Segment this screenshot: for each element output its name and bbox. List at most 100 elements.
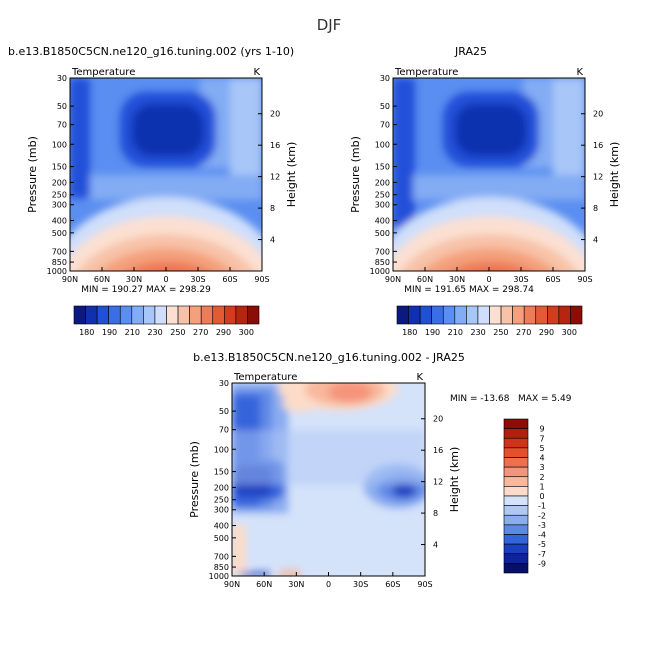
- min-max-stats: MIN = 191.65 MAX = 298.74: [404, 285, 534, 295]
- colorbar-label: 180: [79, 328, 94, 337]
- colorbar-swatch: [503, 437, 529, 449]
- colorbar-label: 230: [470, 328, 485, 337]
- x-tick-label: 60S: [222, 275, 237, 284]
- panel-2: 305070100150200250300400500700850100090N…: [349, 67, 621, 295]
- y-tick-label: 500: [214, 534, 229, 543]
- y-tick-label: 30: [380, 74, 390, 83]
- colorbar-swatch: [558, 305, 571, 325]
- y-tick-label: 400: [214, 522, 229, 531]
- colorbar-swatch: [503, 505, 529, 516]
- y-tick-label: 150: [375, 163, 390, 172]
- y-tick-label: 300: [214, 506, 229, 515]
- y-tick-label: 200: [214, 483, 229, 492]
- y-tick-label: 200: [52, 178, 67, 187]
- x-tick-label: 30N: [288, 580, 304, 589]
- colorbar-swatch: [570, 305, 583, 325]
- panel-1-colorbar: 180 190 210 230 250 270 290 300: [73, 305, 260, 337]
- colorbar-label: 1: [539, 482, 544, 491]
- colorbar-swatch: [503, 447, 529, 458]
- y-axis-label: Pressure (mb): [26, 136, 39, 213]
- colorbar-swatch: [466, 305, 479, 325]
- colorbar-label: 7: [539, 434, 544, 443]
- colorbar-swatch: [431, 305, 444, 325]
- y-tick-label: 400: [52, 217, 67, 226]
- colorbar-label: 0: [539, 492, 544, 501]
- colorbar-swatch: [73, 305, 86, 325]
- colorbar-swatch: [523, 305, 537, 325]
- colorbar-swatch: [454, 305, 467, 325]
- y-axis-label: Pressure (mb): [188, 441, 201, 518]
- y-tick-label: 850: [375, 258, 390, 267]
- colorbar-swatch: [503, 476, 529, 487]
- y2-tick-label: 4: [433, 541, 438, 550]
- y-tick-label: 400: [375, 217, 390, 226]
- colorbar-swatch: [503, 428, 529, 439]
- y2-tick-label: 4: [593, 236, 598, 245]
- panel-3-max-label: MAX = 5.49: [518, 394, 572, 404]
- colorbar-label: 250: [170, 328, 185, 337]
- y2-tick-label: 8: [433, 509, 438, 518]
- colorbar-swatch: [200, 305, 214, 325]
- y-tick-label: 70: [57, 121, 67, 130]
- colorbar-label: 210: [448, 328, 463, 337]
- y-tick-label: 250: [214, 496, 229, 505]
- colorbar-swatch: [177, 305, 190, 325]
- x-tick-label: 0: [326, 580, 331, 589]
- y2-tick-label: 20: [270, 110, 280, 119]
- colorbar-swatch: [154, 305, 167, 325]
- colorbar-label: 250: [493, 328, 508, 337]
- colorbar-swatch: [247, 305, 260, 325]
- colorbar-swatch: [96, 305, 109, 325]
- colorbar-label: 9: [539, 425, 544, 434]
- y2-axis-label: Height (km): [608, 142, 621, 208]
- panel-3-min-label: MIN = -13.68: [450, 394, 510, 404]
- y2-tick-label: 16: [593, 141, 603, 150]
- x-tick-label: 30N: [449, 275, 465, 284]
- y2-tick-label: 16: [270, 141, 280, 150]
- colorbar-label: 5: [539, 444, 544, 453]
- y-tick-label: 100: [52, 140, 67, 149]
- y-tick-label: 500: [52, 229, 67, 238]
- panel-3: 305070100150200250300400500700850100090N…: [188, 372, 461, 589]
- colorbar-swatch: [503, 418, 529, 429]
- y2-axis-label: Height (km): [285, 142, 298, 208]
- colorbar-label: 270: [516, 328, 531, 337]
- y-tick-label: 1000: [209, 572, 229, 581]
- colorbar-swatch: [512, 305, 525, 325]
- panel-3-title: b.e13.B1850C5CN.ne120_g16.tuning.002 - J…: [193, 351, 465, 364]
- colorbar-swatch: [503, 524, 529, 535]
- colorbar-swatch: [108, 305, 121, 325]
- colorbar-label: 290: [539, 328, 554, 337]
- colorbar-swatch: [224, 305, 237, 325]
- colorbar-label: 230: [147, 328, 162, 337]
- panel-1-title: b.e13.B1850C5CN.ne120_g16.tuning.002 (yr…: [8, 45, 295, 58]
- y2-tick-label: 12: [593, 173, 603, 182]
- colorbar-swatch: [408, 305, 421, 325]
- colorbar-swatch: [396, 305, 409, 325]
- colorbar-label: -4: [538, 531, 546, 540]
- colorbar-swatch: [131, 305, 144, 325]
- x-tick-label: 30N: [126, 275, 142, 284]
- y-tick-label: 250: [52, 191, 67, 200]
- y2-tick-label: 12: [433, 478, 443, 487]
- colorbar-label: -3: [538, 521, 546, 530]
- units-label: K: [253, 67, 260, 78]
- x-tick-label: 90N: [62, 275, 78, 284]
- y-tick-label: 150: [214, 468, 229, 477]
- colorbar-label: -7: [538, 550, 546, 559]
- x-tick-label: 0: [163, 275, 168, 284]
- y-tick-label: 50: [380, 102, 390, 111]
- y-tick-label: 100: [214, 445, 229, 454]
- colorbar-label: 300: [239, 328, 254, 337]
- colorbar-swatch: [500, 305, 513, 325]
- panel-1: 305070100150200250300400500700850100090N…: [26, 67, 298, 295]
- colorbar-swatch: [503, 486, 529, 497]
- y-tick-label: 200: [375, 178, 390, 187]
- y-tick-label: 700: [214, 552, 229, 561]
- colorbar-swatch: [503, 543, 529, 555]
- panel-3-contours: [232, 383, 425, 576]
- y-tick-label: 30: [219, 379, 229, 388]
- y-tick-label: 700: [52, 247, 67, 256]
